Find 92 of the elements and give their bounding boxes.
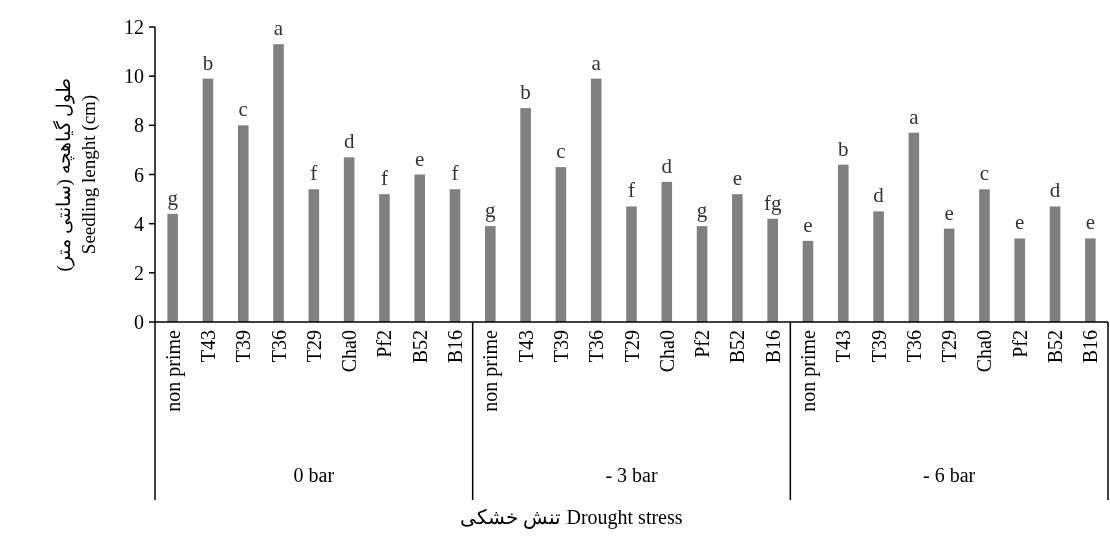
x-tick-label: Pf2 <box>373 330 396 358</box>
x-tick-label: T43 <box>196 330 219 363</box>
data-label: f <box>380 166 388 191</box>
bar <box>555 167 567 322</box>
data-label: g <box>696 198 708 223</box>
bar <box>520 108 531 322</box>
x-tick-label: Pf2 <box>1008 330 1031 358</box>
data-label: e <box>1085 210 1096 235</box>
bar <box>379 194 390 322</box>
data-label: d <box>873 183 885 208</box>
data-label: e <box>944 200 954 225</box>
x-tick-label: Cha0 <box>973 330 996 373</box>
data-label: e <box>415 146 425 171</box>
y-tick-label: 12 <box>124 16 144 38</box>
x-tick-label: T39 <box>549 330 572 363</box>
bar <box>1049 206 1061 322</box>
x-tick-label: non prime <box>479 329 503 412</box>
x-tick-label: B52 <box>726 330 749 364</box>
bar <box>1014 238 1026 322</box>
data-label: f <box>451 161 459 186</box>
data-label: a <box>591 50 602 75</box>
data-label: g <box>485 198 497 223</box>
bar <box>979 189 990 322</box>
x-tick-label: Pf2 <box>691 330 714 358</box>
bar <box>873 211 884 322</box>
bar <box>273 44 284 322</box>
data-label: e <box>732 166 743 191</box>
bar <box>767 218 778 322</box>
bar <box>802 240 814 322</box>
data-label: d <box>343 129 355 154</box>
data-label: c <box>556 139 566 164</box>
bar <box>414 174 426 322</box>
data-label: c <box>979 161 990 186</box>
data-label: b <box>202 50 214 75</box>
x-tick-label: T36 <box>267 330 290 363</box>
bar <box>943 228 955 322</box>
x-tick-label: T39 <box>232 330 255 363</box>
bar <box>837 164 849 322</box>
bar <box>626 206 637 322</box>
bar <box>485 226 496 322</box>
x-tick-label: T29 <box>302 330 325 363</box>
text: 0 bar <box>293 464 335 486</box>
data-label: fg <box>763 190 782 215</box>
x-tick-label: Cha0 <box>338 330 361 373</box>
data-label: c <box>238 97 248 122</box>
data-label: b <box>520 80 531 105</box>
bar <box>732 194 743 322</box>
x-tick-label: non prime <box>161 329 185 412</box>
bar <box>1085 238 1096 322</box>
x-tick-label: T36 <box>585 330 608 363</box>
y-tick-label: 6 <box>134 163 144 186</box>
data-label: d <box>1049 178 1061 203</box>
x-tick-label: B16 <box>444 330 467 364</box>
x-tick-label: B52 <box>1044 330 1067 364</box>
bar <box>908 132 920 322</box>
bar <box>343 157 355 322</box>
data-label: f <box>628 178 635 203</box>
x-tick-label: B52 <box>408 330 431 364</box>
x-tick-label: B16 <box>761 330 784 364</box>
x-tick-label: Cha0 <box>655 330 678 373</box>
bar <box>167 213 178 322</box>
x-axis-title: تنش خشکی Drought stress <box>460 506 683 529</box>
bar <box>449 189 461 322</box>
x-tick-label: non prime <box>796 329 820 412</box>
y-tick-label: 4 <box>134 212 144 235</box>
data-label: a <box>909 104 920 129</box>
x-tick-label: B16 <box>1079 330 1102 364</box>
data-label: f <box>310 161 318 186</box>
bar <box>696 226 708 322</box>
bar <box>308 189 320 322</box>
data-label: e <box>1015 210 1025 235</box>
x-tick-label: T39 <box>867 330 890 363</box>
text: - 3 bar <box>605 464 658 486</box>
x-tick-label: T43 <box>832 330 855 363</box>
y-tick-label: 8 <box>134 114 144 137</box>
text: - 6 bar <box>923 464 976 486</box>
bar <box>237 125 249 322</box>
x-tick-label: T29 <box>620 330 643 363</box>
y-tick-label: 10 <box>124 65 144 88</box>
bar <box>590 78 602 322</box>
bar <box>202 78 214 322</box>
data-label: g <box>167 185 179 210</box>
bar <box>661 181 673 322</box>
data-label: a <box>273 16 284 41</box>
data-label: e <box>803 212 813 237</box>
data-label: d <box>661 153 673 178</box>
y-tick-label: 0 <box>134 311 144 333</box>
data-label: b <box>838 136 849 161</box>
y-tick-label: 2 <box>134 261 144 284</box>
x-tick-label: T43 <box>514 330 537 363</box>
x-tick-label: T36 <box>902 330 925 363</box>
x-tick-label: T29 <box>938 330 961 363</box>
